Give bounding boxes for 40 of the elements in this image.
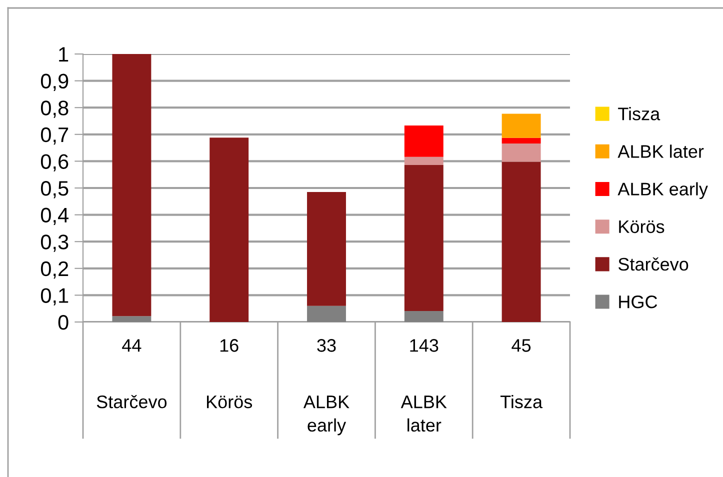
y-tick-label: 0,7 (40, 127, 68, 145)
y-tick-label: 0,3 (40, 234, 68, 252)
text: 44 (122, 339, 142, 352)
bar (112, 54, 152, 316)
text: 16 (220, 339, 238, 352)
y-tick-label: 0,4 (40, 208, 69, 226)
bar (112, 316, 152, 322)
x-tick-label: ALBK later (400, 396, 447, 432)
bar (502, 144, 541, 162)
text: 143 (410, 339, 438, 352)
bar (404, 164, 444, 312)
bar (502, 114, 541, 138)
legend-label: ALBK early (618, 182, 708, 200)
y-tick-label: 0,5 (40, 181, 68, 198)
x-tick-label: Starčevo (96, 394, 167, 408)
x-tick-label: Körös (207, 396, 252, 408)
bar (502, 138, 541, 144)
legend-label: Tisza (618, 107, 660, 120)
bar (404, 126, 444, 157)
legend-label: HGC (619, 295, 658, 308)
y-tick-label: 1 (59, 47, 68, 62)
x-tick-label: ALBK early (303, 396, 350, 436)
text: 45 (512, 339, 531, 352)
y-tick-label: 0,1 (40, 288, 68, 306)
y-tick-label: 0,6 (40, 154, 68, 172)
y-tick-label: 0,8 (40, 100, 68, 118)
y-tick-label: 0 (58, 315, 68, 330)
bar (502, 162, 541, 322)
legend-label: ALBK later (618, 144, 704, 158)
bar (307, 306, 346, 322)
legend-label: Körös (619, 220, 664, 234)
text: 33 (317, 339, 336, 352)
bar (210, 138, 249, 322)
legend-label: Starčevo (618, 257, 688, 271)
bar (404, 311, 444, 322)
y-tick-label: 0,9 (40, 74, 68, 92)
x-tick-label: Tisza (500, 395, 543, 408)
bar (404, 156, 444, 165)
bar (307, 192, 346, 306)
y-tick-label: 0,2 (40, 261, 68, 279)
